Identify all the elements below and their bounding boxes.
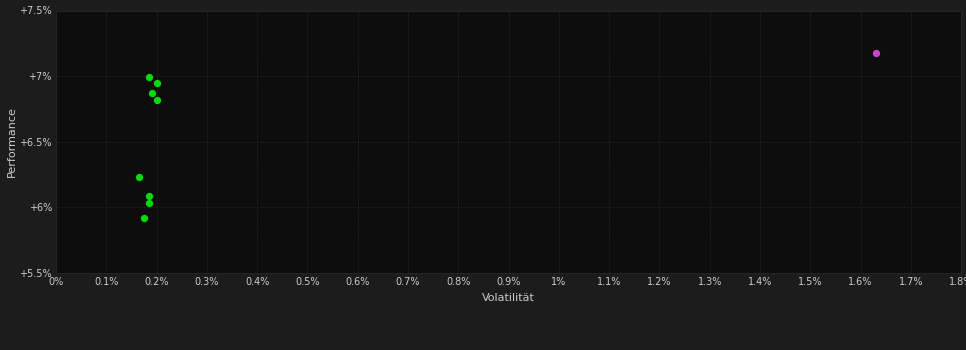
X-axis label: Volatilität: Volatilität — [482, 293, 535, 303]
Point — [141, 74, 156, 79]
Point — [149, 80, 164, 86]
Point — [141, 194, 156, 199]
Point — [141, 201, 156, 206]
Point — [149, 97, 164, 103]
Point — [144, 90, 159, 95]
Point — [131, 174, 147, 180]
Point — [868, 50, 884, 56]
Point — [136, 215, 152, 221]
Y-axis label: Performance: Performance — [7, 106, 16, 177]
